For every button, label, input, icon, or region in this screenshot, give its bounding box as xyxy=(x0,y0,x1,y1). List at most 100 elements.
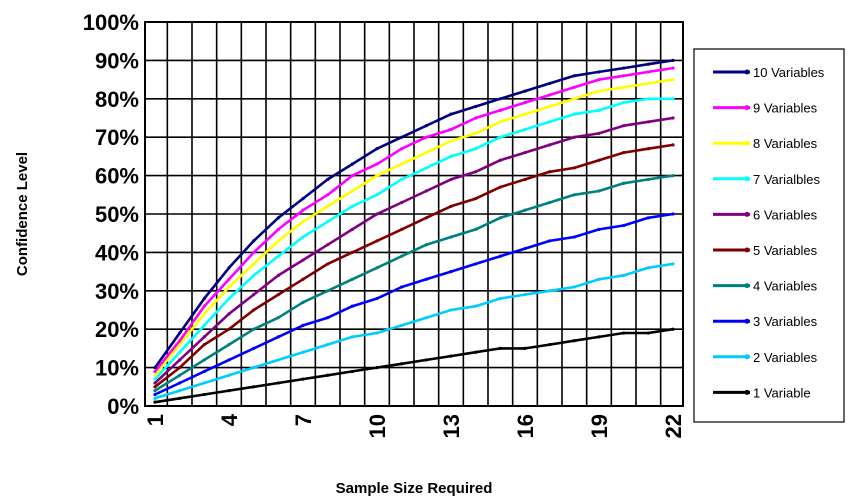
x-tick-label: 7 xyxy=(291,414,316,426)
data-point xyxy=(252,327,256,331)
data-point xyxy=(424,189,428,193)
data-point xyxy=(671,78,675,82)
y-tick-label: 10% xyxy=(95,356,139,381)
data-point xyxy=(178,373,182,377)
data-point xyxy=(276,227,280,231)
legend-marker xyxy=(744,176,750,182)
series-line xyxy=(153,66,675,373)
data-point xyxy=(474,304,478,308)
data-point xyxy=(646,120,650,124)
x-tick-label: 4 xyxy=(217,413,242,426)
data-point xyxy=(276,358,280,362)
data-point xyxy=(646,216,650,220)
data-point xyxy=(252,250,256,254)
data-point xyxy=(252,262,256,266)
data-point xyxy=(276,335,280,339)
data-point xyxy=(276,239,280,243)
data-point xyxy=(202,358,206,362)
data-point xyxy=(301,277,305,281)
data-point xyxy=(424,316,428,320)
data-point xyxy=(474,147,478,151)
data-point xyxy=(227,358,231,362)
y-tick-label: 60% xyxy=(95,164,139,189)
y-tick-label: 20% xyxy=(95,317,139,342)
data-point xyxy=(548,239,552,243)
data-point xyxy=(178,366,182,370)
data-point xyxy=(227,277,231,281)
data-point xyxy=(227,266,231,270)
data-point xyxy=(671,97,675,101)
data-point xyxy=(671,66,675,70)
data-point xyxy=(276,254,280,258)
data-point xyxy=(646,147,650,151)
data-point xyxy=(326,316,330,320)
data-point xyxy=(350,335,354,339)
data-point xyxy=(400,227,404,231)
data-point xyxy=(326,342,330,347)
data-point xyxy=(350,277,354,281)
data-point xyxy=(572,97,576,101)
series-line xyxy=(153,59,675,369)
x-tick-label: 10 xyxy=(365,414,390,438)
data-point xyxy=(597,89,601,93)
data-point xyxy=(498,216,502,220)
data-point xyxy=(449,235,453,239)
data-point xyxy=(474,131,478,135)
data-point xyxy=(424,358,428,362)
data-point xyxy=(498,108,502,112)
data-point xyxy=(646,81,650,86)
data-point xyxy=(622,223,626,228)
data-point xyxy=(350,369,354,374)
data-point xyxy=(375,239,379,243)
data-point xyxy=(326,220,330,224)
data-point xyxy=(646,97,650,101)
data-point xyxy=(622,150,626,155)
data-point xyxy=(548,170,552,174)
legend-label: 6 Variables xyxy=(753,207,818,222)
y-tick-label: 80% xyxy=(95,87,139,112)
data-point xyxy=(449,354,453,358)
data-point xyxy=(597,78,601,82)
data-point xyxy=(400,362,404,366)
legend-marker xyxy=(744,354,750,360)
data-point xyxy=(202,342,206,347)
data-point xyxy=(375,266,379,270)
y-tick-label: 30% xyxy=(95,279,139,304)
legend-label: 5 Variables xyxy=(753,243,818,258)
data-point xyxy=(301,300,305,304)
y-tick-label: 0% xyxy=(107,394,139,419)
data-point xyxy=(572,135,576,139)
legend-marker xyxy=(744,140,750,146)
data-point xyxy=(622,101,626,105)
data-point xyxy=(400,285,404,289)
data-point xyxy=(622,273,626,278)
data-point xyxy=(227,327,231,331)
data-point xyxy=(572,85,576,89)
x-tick-label: 16 xyxy=(513,414,538,438)
data-point xyxy=(671,116,675,120)
series-line xyxy=(153,262,675,400)
data-point xyxy=(252,385,256,389)
data-point xyxy=(227,312,231,316)
data-point xyxy=(202,335,206,339)
data-point xyxy=(671,143,675,147)
data-point xyxy=(474,170,478,174)
data-point xyxy=(498,185,502,189)
x-tick-label: 13 xyxy=(439,414,464,438)
data-point xyxy=(597,277,601,281)
data-point xyxy=(523,177,527,182)
data-point xyxy=(498,120,502,124)
data-point xyxy=(646,62,650,66)
x-tick-label: 19 xyxy=(587,414,612,438)
data-point xyxy=(597,70,601,74)
legend-label: 10 Variables xyxy=(753,65,825,80)
data-point xyxy=(498,254,502,258)
data-point xyxy=(572,166,576,170)
data-point xyxy=(202,304,206,308)
data-point xyxy=(449,127,453,132)
data-point xyxy=(375,147,379,151)
data-point xyxy=(449,112,453,116)
data-point xyxy=(449,308,453,312)
data-point xyxy=(424,124,428,128)
data-point xyxy=(572,235,576,239)
